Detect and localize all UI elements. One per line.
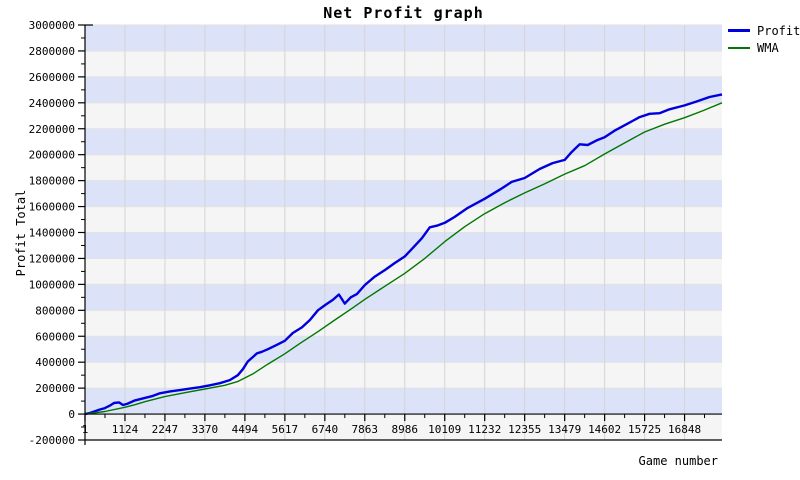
y-tick-label: 2200000 — [29, 123, 75, 136]
plot-band — [85, 180, 722, 207]
y-tick-label: 1000000 — [29, 278, 75, 291]
y-tick-label: 2600000 — [29, 71, 75, 84]
plot-band — [85, 50, 722, 77]
x-tick-label: 10109 — [428, 423, 461, 436]
plot-band — [85, 206, 722, 233]
x-tick-label: 5617 — [272, 423, 299, 436]
wma-line-swatch — [728, 46, 750, 49]
chart-title: Net Profit graph — [323, 4, 484, 22]
y-axis-title: Profit Total — [14, 189, 28, 277]
plot-band — [85, 76, 722, 103]
y-tick-label: 200000 — [35, 382, 75, 395]
plot-band — [85, 284, 722, 311]
legend-item-profit: Profit — [728, 22, 800, 39]
x-tick-label: 8986 — [392, 423, 419, 436]
x-tick-label: 3370 — [192, 423, 219, 436]
plot-band — [85, 258, 722, 285]
profit-line — [84, 93, 723, 416]
y-tick-label: 1200000 — [29, 252, 75, 265]
x-tick-label: 11232 — [468, 423, 501, 436]
y-tick-label: 2000000 — [29, 149, 75, 162]
x-tick-label: 6740 — [312, 423, 339, 436]
x-tick-label: 1124 — [112, 423, 139, 436]
y-tick-label: 0 — [68, 408, 75, 421]
y-tick-label: 1800000 — [29, 175, 75, 188]
x-tick-label: 14602 — [588, 423, 621, 436]
y-tick-label: 600000 — [35, 330, 75, 343]
plot-band — [85, 232, 722, 259]
y-tick-label: 1400000 — [29, 227, 75, 240]
x-tick-label: 2247 — [152, 423, 179, 436]
legend: Profit WMA — [728, 22, 800, 56]
y-tick-label: 2400000 — [29, 97, 75, 110]
x-tick-label: 15725 — [628, 423, 661, 436]
x-tick-label: 13479 — [548, 423, 581, 436]
plot-band — [85, 154, 722, 181]
x-axis-title: Game number — [638, 454, 718, 468]
x-tick-label: 7863 — [352, 423, 379, 436]
plot-band — [85, 128, 722, 155]
y-tick-label: 800000 — [35, 304, 75, 317]
plot-band — [85, 388, 722, 415]
plot-band — [85, 25, 722, 51]
wma-line — [84, 102, 723, 415]
y-tick-label: 3000000 — [29, 19, 75, 32]
y-tick-label: 1600000 — [29, 201, 75, 214]
legend-label-profit: Profit — [757, 23, 800, 38]
y-tick-label: -200000 — [29, 434, 75, 447]
x-tick-label: 4494 — [232, 423, 259, 436]
legend-item-wma: WMA — [728, 39, 800, 56]
x-tick-label: 1 — [82, 423, 89, 436]
legend-label-wma: WMA — [757, 40, 779, 55]
plot-band — [85, 102, 722, 129]
y-tick-label: 400000 — [35, 356, 75, 369]
profit-line-swatch — [728, 29, 750, 32]
x-tick-label: 12355 — [508, 423, 541, 436]
y-tick-label: 2800000 — [29, 45, 75, 58]
plot-band — [85, 336, 722, 363]
x-tick-label: 16848 — [668, 423, 701, 436]
plot-band — [85, 362, 722, 389]
plot-band — [85, 310, 722, 337]
plot-band — [85, 414, 722, 440]
